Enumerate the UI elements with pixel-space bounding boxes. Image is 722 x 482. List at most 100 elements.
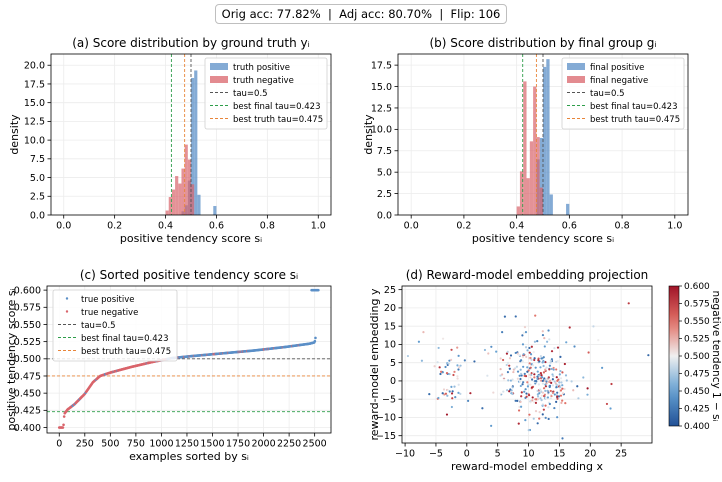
- embedding-point: [534, 401, 538, 404]
- embedding-point: [513, 367, 517, 370]
- embedding-point: [549, 397, 552, 400]
- embedding-point: [507, 379, 510, 382]
- x-tick-label: 0.0: [56, 221, 71, 232]
- embedding-point: [539, 366, 542, 369]
- embedding-point: [516, 370, 520, 373]
- y-tick-label: 0.575: [14, 303, 41, 314]
- embedding-point: [532, 417, 535, 420]
- legend-label: tau=0.5: [233, 89, 268, 99]
- score-point: [62, 423, 65, 427]
- embedding-point: [539, 355, 542, 358]
- colorbar-tick-label: 0.475: [684, 370, 710, 380]
- embedding-point: [526, 385, 529, 388]
- embedding-point: [548, 402, 551, 406]
- embedding-point: [518, 380, 522, 383]
- embedding-point: [530, 386, 534, 389]
- y-tick-label: 0.600: [14, 285, 41, 296]
- panel-title: (a) Score distribution by ground truth y…: [72, 36, 310, 50]
- embedding-point: [495, 350, 498, 353]
- y-axis-label: positive tendency score sᵢ: [5, 288, 18, 430]
- score-point: [61, 426, 65, 429]
- embedding-point: [511, 378, 514, 381]
- embedding-point: [450, 348, 453, 351]
- embedding-point: [516, 377, 519, 380]
- embedding-point: [502, 390, 505, 393]
- embedding-point: [543, 345, 546, 348]
- x-tick-label: 15: [553, 449, 565, 460]
- embedding-point: [542, 360, 545, 363]
- embedding-point: [545, 380, 548, 383]
- embedding-point: [552, 366, 555, 370]
- embedding-point: [481, 407, 484, 410]
- embedding-point: [564, 402, 567, 405]
- legend-label: tau=0.5: [590, 89, 625, 99]
- embedding-point: [529, 376, 532, 379]
- embedding-point: [627, 302, 630, 305]
- embedding-point: [441, 392, 444, 395]
- embedding-point: [534, 398, 537, 401]
- histogram-bar: [526, 178, 530, 215]
- score-point: [317, 288, 320, 292]
- embedding-point: [520, 395, 523, 398]
- x-tick-label: 0: [56, 439, 62, 450]
- x-tick-label: 0.0: [404, 221, 419, 232]
- x-tick-label: 2250: [277, 439, 301, 450]
- y-tick-label: 7.5: [377, 146, 392, 157]
- embedding-point: [456, 364, 459, 367]
- embedding-point: [541, 413, 544, 416]
- embedding-point: [441, 371, 444, 374]
- histogram-bar: [168, 197, 172, 215]
- embedding-point: [586, 387, 589, 390]
- embedding-point: [487, 352, 490, 355]
- embedding-point: [561, 387, 564, 390]
- embedding-point: [536, 370, 539, 373]
- embedding-point: [451, 397, 454, 400]
- embedding-point: [538, 417, 541, 420]
- embedding-point: [540, 376, 544, 379]
- embedding-point: [433, 365, 436, 368]
- y-tick-label: 20: [384, 303, 396, 314]
- histogram-bar: [175, 176, 179, 215]
- y-tick-label: 0.550: [14, 320, 41, 331]
- histogram-bar: [549, 194, 553, 215]
- embedding-point: [530, 345, 533, 348]
- x-tick-label: 1250: [175, 439, 199, 450]
- embedding-point: [553, 406, 556, 410]
- embedding-point: [545, 366, 548, 369]
- embedding-point: [528, 362, 531, 365]
- y-tick-label: 0: [390, 376, 396, 387]
- embedding-point: [553, 347, 556, 350]
- embedding-point: [417, 340, 421, 343]
- histogram-bar: [191, 184, 195, 215]
- embedding-point: [565, 379, 568, 382]
- embedding-point: [556, 391, 559, 394]
- embedding-point: [647, 354, 650, 357]
- embedding-point: [514, 351, 517, 355]
- x-tick-label: 1.0: [311, 221, 326, 232]
- embedding-point: [520, 405, 523, 408]
- embedding-point: [532, 401, 536, 404]
- embedding-point: [544, 385, 548, 388]
- embedding-point: [547, 417, 550, 421]
- embedding-point: [519, 377, 522, 381]
- embedding-point: [520, 374, 523, 377]
- embedding-point: [428, 393, 431, 396]
- embedding-point: [530, 358, 533, 361]
- embedding-point: [522, 331, 525, 334]
- embedding-point: [551, 373, 554, 376]
- embedding-point: [508, 367, 511, 370]
- embedding-point: [544, 383, 547, 386]
- embedding-point: [555, 368, 558, 371]
- embedding-point: [492, 391, 495, 394]
- embedding-point: [610, 382, 613, 386]
- legend-box: [204, 57, 328, 130]
- embedding-point: [458, 366, 461, 369]
- y-tick-label: −5: [382, 394, 396, 405]
- embedding-point: [548, 364, 551, 367]
- x-tick-label: 250: [76, 439, 94, 450]
- panel-title: (b) Score distribution by final group gᵢ: [429, 36, 656, 50]
- embedding-point: [556, 397, 559, 400]
- embedding-point: [473, 360, 476, 363]
- embedding-point: [542, 371, 546, 374]
- histogram-bar: [171, 189, 176, 215]
